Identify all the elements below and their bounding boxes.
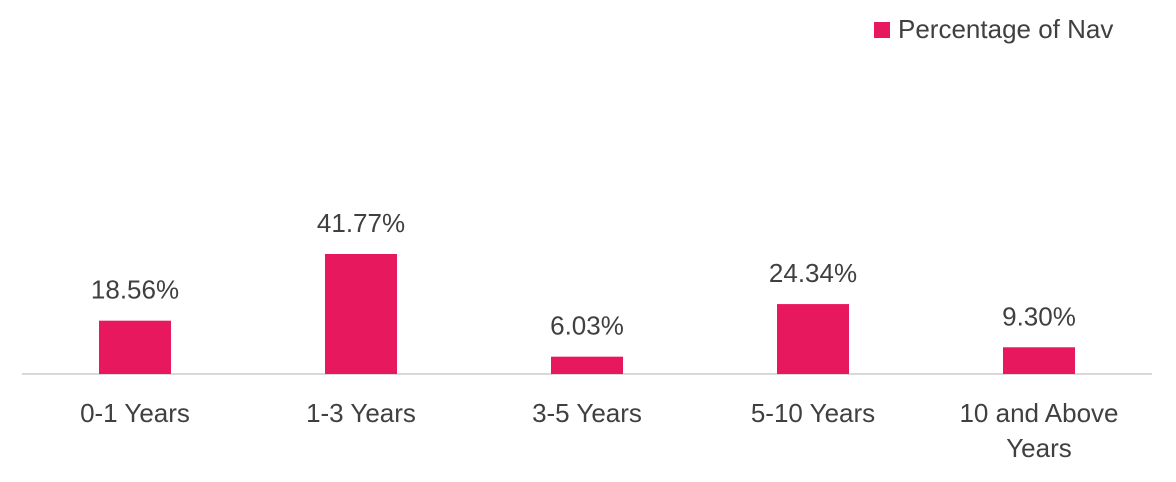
data-label: 41.77% [317,208,405,238]
bar [325,254,397,374]
x-tick-label: 10 and Above [959,398,1118,428]
bar [551,356,623,374]
x-tick-label: 0-1 Years [80,398,190,428]
legend: Percentage of Nav [874,14,1113,45]
data-label: 18.56% [91,275,179,305]
x-tick-label: 3-5 Years [532,398,642,428]
data-label: 6.03% [550,311,624,341]
bar [777,304,849,374]
x-tick-label: 1-3 Years [306,398,416,428]
x-tick-label: Years [1006,433,1072,463]
bar [1003,347,1075,374]
x-tick-label: 5-10 Years [751,398,875,428]
legend-swatch [874,21,890,38]
legend-label: Percentage of Nav [898,14,1114,44]
data-label: 9.30% [1002,301,1076,331]
bar [99,320,171,374]
data-label: 24.34% [769,258,857,288]
